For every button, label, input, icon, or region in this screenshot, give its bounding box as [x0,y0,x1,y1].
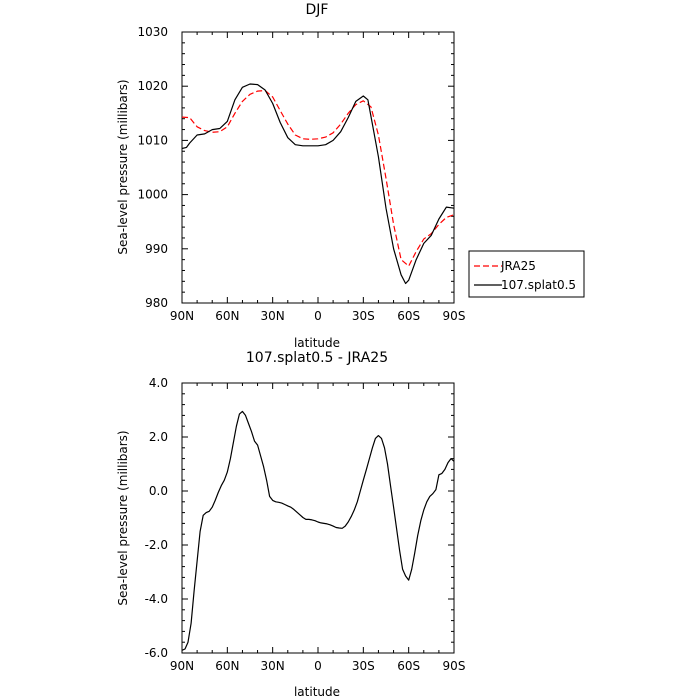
top-chart: DJF Sea-level pressure (millibars) latit… [116,2,585,350]
chart-title: 107.splat0.5 - JRA25 [246,350,388,366]
x-axis-label: latitude [294,336,340,350]
legend-label: JRA25 [500,259,536,273]
x-tick-label: 90S [443,659,466,673]
x-tick-label: 60S [397,309,420,323]
y-tick-label: 990 [145,242,168,256]
x-tick-label: 30N [261,659,285,673]
y-tick-label: 1000 [137,188,168,202]
x-tick-label: 60N [215,309,239,323]
y-tick-label: 1020 [137,79,168,93]
y-axis-label: Sea-level pressure (millibars) [116,79,130,254]
plot-frame [181,31,455,304]
y-tick-label: 4.0 [149,376,168,390]
y-tick-label: 980 [145,296,168,310]
y-tick-label: 1010 [137,133,168,147]
chart-title: DJF [306,2,329,18]
y-tick-label: 1030 [137,25,168,39]
plot-frame [181,382,455,654]
x-tick-label: 30N [261,309,285,323]
series-line-107-splat0-5 [181,83,455,285]
y-tick-label: -6.0 [145,646,168,660]
legend-box [468,250,585,298]
y-tick-label: 2.0 [149,430,168,444]
x-tick-label: 30S [352,659,375,673]
x-axis-label: latitude [294,685,340,699]
x-tick-label: 30S [352,309,375,323]
y-tick-label: 0.0 [149,484,168,498]
x-tick-label: 90S [443,309,466,323]
legend-label: 107.splat0.5 [501,278,576,292]
y-tick-label: -4.0 [145,592,168,606]
y-axis-label: Sea-level pressure (millibars) [116,430,130,605]
difference-line [181,410,455,651]
x-tick-label: 0 [314,309,322,323]
x-tick-label: 60N [215,659,239,673]
series-line-jra25 [181,89,455,267]
y-tick-label: -2.0 [145,538,168,552]
bottom-chart: 107.splat0.5 - JRA25 Sea-level pressure … [116,350,465,699]
x-tick-label: 90N [170,659,194,673]
x-tick-label: 60S [397,659,420,673]
x-tick-label: 90N [170,309,194,323]
x-tick-label: 0 [314,659,322,673]
